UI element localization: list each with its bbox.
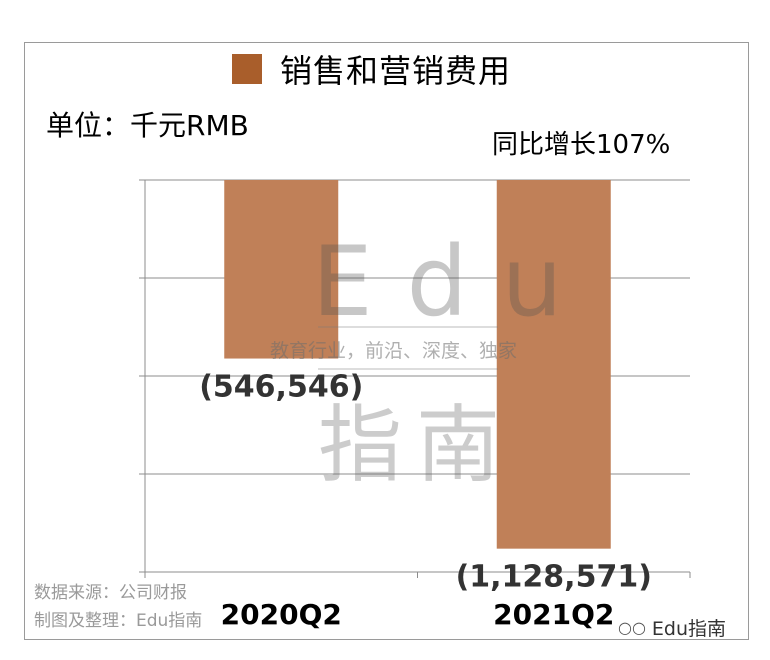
legend-label: 销售和营销费用 — [280, 52, 512, 90]
legend: 销售和营销费用 — [232, 48, 511, 90]
chart-frame — [24, 42, 749, 640]
legend-swatch — [232, 54, 262, 84]
watermark-rule-top — [318, 326, 498, 328]
credit-note: 制图及整理：Edu指南 — [34, 611, 203, 631]
brand-badge: ○○ Edu指南 — [618, 614, 726, 641]
data-label: (546,546) — [199, 370, 363, 405]
bar-2020Q2 — [224, 180, 339, 359]
unit-label: 单位：千元RMB — [46, 109, 249, 142]
bar-2021Q2 — [496, 180, 611, 549]
category-label: 2020Q2 — [221, 598, 342, 631]
source-note: 数据来源：公司财报 — [34, 583, 187, 603]
brand-label: Edu指南 — [651, 618, 727, 640]
wechat-icon: ○○ — [618, 618, 646, 637]
category-label: 2021Q2 — [493, 598, 614, 631]
growth-annotation: 同比增长107% — [492, 130, 671, 160]
watermark-rule-bottom — [318, 368, 498, 370]
data-label: (1,128,571) — [456, 560, 652, 595]
